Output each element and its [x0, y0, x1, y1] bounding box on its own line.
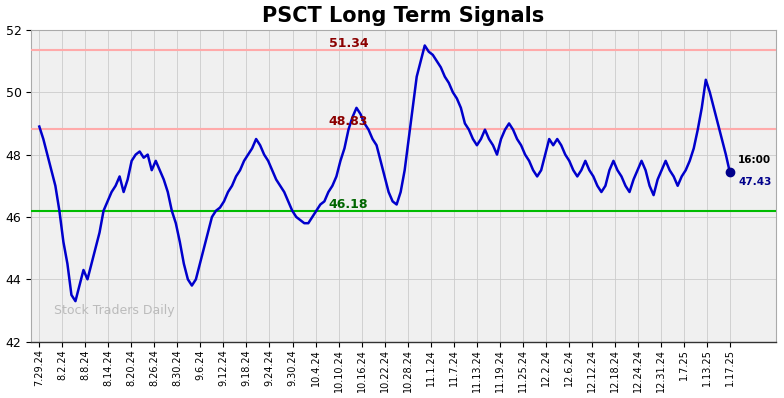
Text: Stock Traders Daily: Stock Traders Daily: [53, 304, 174, 317]
Text: 51.34: 51.34: [328, 37, 368, 50]
Text: 48.83: 48.83: [328, 115, 368, 128]
Text: 47.43: 47.43: [739, 177, 771, 187]
Text: 46.18: 46.18: [328, 198, 368, 211]
Text: 16:00: 16:00: [739, 154, 771, 165]
Title: PSCT Long Term Signals: PSCT Long Term Signals: [263, 6, 545, 25]
